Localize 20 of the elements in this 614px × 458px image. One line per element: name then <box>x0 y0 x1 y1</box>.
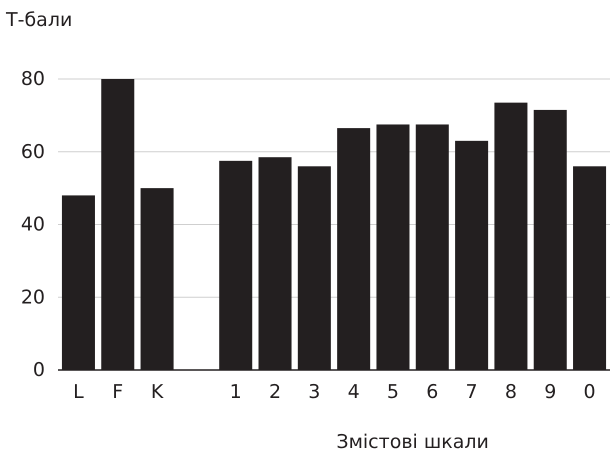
x-tick-label: 8 <box>504 381 517 404</box>
x-tick-label: F <box>112 381 124 404</box>
x-tick-label: 0 <box>584 381 596 404</box>
x-tick-label: 2 <box>268 381 282 404</box>
x-tick-label: 7 <box>466 381 478 404</box>
y-axis-title: Т-бали <box>5 9 72 31</box>
y-tick-label: 80 <box>20 68 45 90</box>
x-tick-label: 4 <box>348 381 360 404</box>
x-tick-label: L <box>73 381 84 404</box>
y-tick-label: 0 <box>32 359 45 382</box>
y-tick-label: 40 <box>20 214 45 236</box>
y-tick-label: 60 <box>20 140 45 163</box>
x-tick-label: 5 <box>386 381 400 404</box>
y-tick-label: 20 <box>20 286 45 308</box>
x-tick-label: 3 <box>308 381 320 404</box>
x-tick-label: K <box>150 381 164 404</box>
text: Змістові шкали <box>336 431 489 453</box>
x-tick-label: 1 <box>230 381 242 404</box>
x-tick-label: 9 <box>544 381 556 404</box>
x-tick-label: 6 <box>426 381 438 404</box>
